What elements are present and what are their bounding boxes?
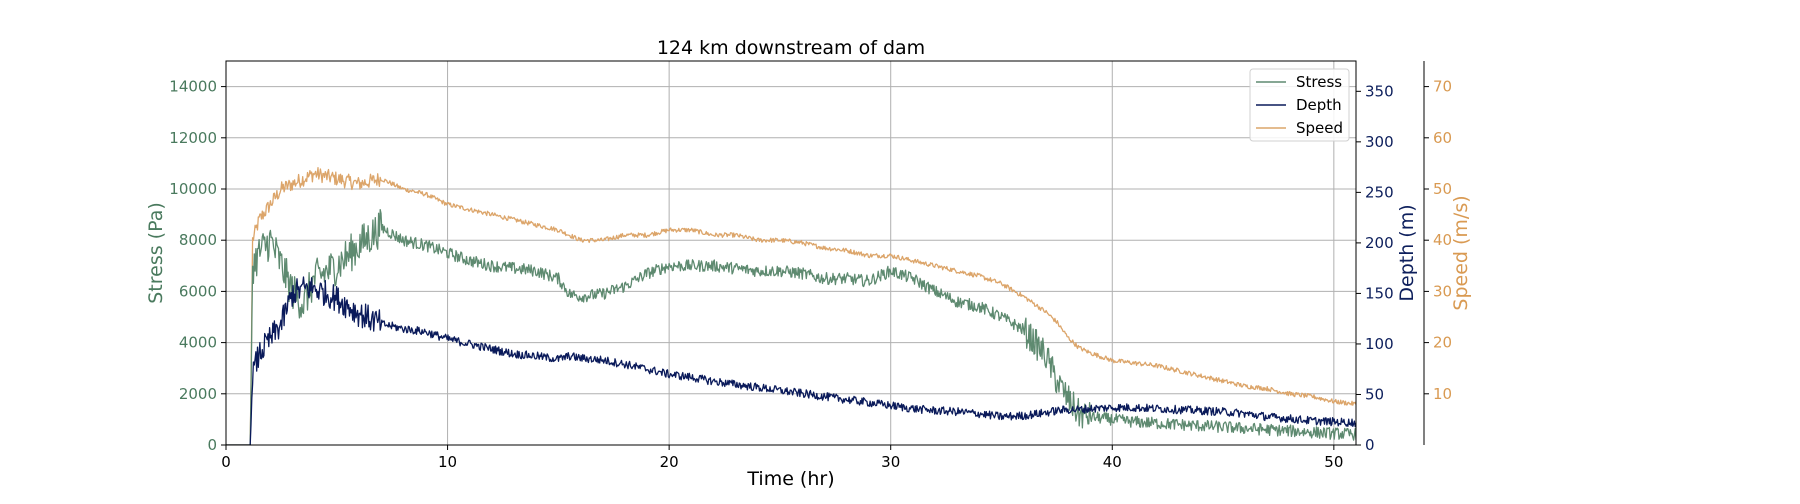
stress-tick-label: 8000 (179, 231, 217, 249)
series-line-speed (226, 167, 1356, 445)
speed-tick-label: 10 (1433, 385, 1452, 403)
speed-tick-label: 40 (1433, 231, 1452, 249)
chart-title: 124 km downstream of dam (657, 37, 925, 59)
depth-axis-label: Depth (m) (1396, 204, 1418, 301)
depth-tick-label: 50 (1365, 385, 1384, 403)
legend-label-stress: Stress (1296, 73, 1342, 91)
speed-axis-label: Speed (m/s) (1450, 195, 1472, 310)
legend-box (1249, 68, 1350, 142)
depth-tick-label: 200 (1365, 234, 1394, 252)
stress-tick-label: 2000 (179, 385, 217, 403)
series-line-depth (226, 276, 1356, 445)
stress-tick-label: 4000 (179, 334, 217, 352)
x-tick-label: 30 (881, 453, 900, 471)
speed-tick-label: 70 (1433, 78, 1452, 96)
x-tick-label: 10 (438, 453, 457, 471)
stress-tick-label: 6000 (179, 282, 217, 300)
speed-tick-label: 50 (1433, 180, 1452, 198)
depth-tick-label: 0 (1365, 436, 1375, 454)
x-axis-label: Time (hr) (746, 468, 834, 490)
series-layer (226, 167, 1356, 445)
stress-tick-label: 0 (207, 436, 217, 454)
plot-frame (225, 60, 1357, 446)
speed-tick-label: 20 (1433, 334, 1452, 352)
depth-tick-label: 350 (1365, 82, 1394, 100)
depth-tick-label: 250 (1365, 183, 1394, 201)
x-tick-label: 0 (221, 453, 231, 471)
series-line-stress (226, 209, 1356, 445)
depth-tick-label: 100 (1365, 335, 1394, 353)
x-tick-label: 50 (1324, 453, 1343, 471)
speed-tick-label: 30 (1433, 282, 1452, 300)
legend-label-depth: Depth (1296, 96, 1342, 114)
speed-tick-label: 60 (1433, 129, 1452, 147)
axes: 0 10 20 30 40 5002000400060008000100001200014… (169, 78, 1452, 471)
stress-tick-label: 10000 (169, 180, 217, 198)
depth-tick-label: 300 (1365, 133, 1394, 151)
plot-area-background (226, 61, 1356, 445)
x-tick-label: 40 (1103, 453, 1122, 471)
legend-label-speed: Speed (1296, 119, 1343, 137)
legend: Stress Depth Speed (1249, 68, 1350, 142)
x-tick-label: 20 (660, 453, 679, 471)
stress-tick-label: 12000 (169, 129, 217, 147)
depth-tick-label: 150 (1365, 284, 1394, 302)
stress-tick-label: 14000 (169, 78, 217, 96)
stress-axis-label: Stress (Pa) (145, 202, 167, 304)
